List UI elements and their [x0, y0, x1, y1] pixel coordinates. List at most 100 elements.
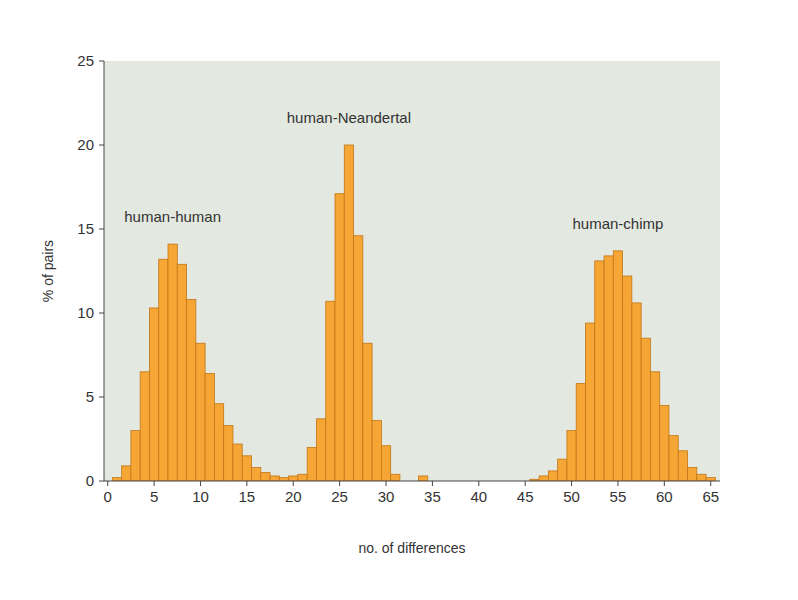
x-tick-label: 45 — [517, 488, 534, 505]
histogram-bar — [539, 476, 548, 481]
histogram-bar — [381, 446, 390, 481]
x-tick — [432, 481, 433, 486]
plot-area — [104, 61, 720, 481]
y-tick — [99, 481, 104, 482]
histogram-bar — [261, 473, 270, 481]
x-tick — [293, 481, 294, 486]
chart: human-human human-Neandertal human-chimp 0 5… — [0, 0, 798, 600]
y-tick-label: 20 — [77, 136, 94, 153]
histogram-bar — [391, 474, 400, 481]
series-label: human-chimp — [573, 215, 664, 232]
histogram-bar — [669, 436, 678, 481]
histogram-bar — [289, 476, 298, 481]
y-tick — [99, 229, 104, 230]
histogram-bar — [576, 384, 585, 481]
x-tick — [664, 481, 665, 486]
histogram-bar — [623, 276, 632, 481]
histogram-bar — [205, 373, 214, 481]
histogram-bar — [363, 343, 372, 481]
y-tick — [99, 61, 104, 62]
series-label: human-Neandertal — [287, 109, 411, 126]
x-tick-label: 50 — [563, 488, 580, 505]
x-tick-label: 65 — [702, 488, 719, 505]
y-tick — [99, 313, 104, 314]
histogram-bar — [548, 471, 557, 481]
histogram-bar — [242, 456, 251, 481]
histogram-bar — [650, 372, 659, 481]
x-tick — [617, 481, 618, 486]
y-axis-label: % of pairs — [40, 240, 56, 302]
x-axis-line — [104, 481, 720, 482]
histogram-bar — [354, 236, 363, 481]
x-tick — [200, 481, 201, 486]
histogram-bar — [641, 338, 650, 481]
series-label: human-human — [124, 208, 221, 225]
histogram-bar — [697, 474, 706, 481]
histogram-bar — [159, 259, 168, 481]
x-tick-label: 55 — [610, 488, 627, 505]
histogram-bar — [632, 303, 641, 481]
histogram-bar — [122, 466, 131, 481]
histogram-bar — [418, 476, 427, 481]
y-tick-label: 25 — [77, 52, 94, 69]
x-tick — [571, 481, 572, 486]
histogram-bar — [706, 478, 715, 481]
histogram-bar — [177, 264, 186, 481]
axes: 051015202530354045505560650510152025 — [77, 52, 720, 505]
histogram-bar — [595, 261, 604, 481]
x-tick-label: 30 — [378, 488, 395, 505]
y-tick — [99, 145, 104, 146]
bars — [112, 145, 715, 481]
histogram-bar — [279, 478, 288, 481]
histogram-bar — [140, 372, 149, 481]
y-tick-label: 0 — [86, 472, 94, 489]
x-tick — [107, 481, 108, 486]
histogram-bar — [270, 476, 279, 481]
histogram-bar — [112, 478, 121, 481]
x-tick — [386, 481, 387, 486]
histogram-bar — [660, 405, 669, 481]
histogram-bar — [604, 256, 613, 481]
histogram-bar — [224, 426, 233, 481]
x-tick-label: 0 — [104, 488, 112, 505]
histogram-bar — [233, 444, 242, 481]
y-tick-label: 10 — [77, 304, 94, 321]
histogram-bar — [567, 431, 576, 481]
histogram-bar — [149, 308, 158, 481]
y-tick-label: 15 — [77, 220, 94, 237]
histogram-bar — [688, 468, 697, 481]
y-tick — [99, 397, 104, 398]
x-tick-label: 40 — [470, 488, 487, 505]
x-tick-label: 60 — [656, 488, 673, 505]
x-tick-label: 20 — [285, 488, 302, 505]
x-tick-label: 10 — [192, 488, 209, 505]
histogram-bar — [196, 343, 205, 481]
histogram-bar — [214, 404, 223, 481]
histogram-bar — [335, 194, 344, 481]
histogram-bar — [168, 244, 177, 481]
histogram-bar — [678, 451, 687, 481]
histogram-bar — [558, 459, 567, 481]
x-tick-label: 5 — [150, 488, 158, 505]
histogram-bar — [307, 447, 316, 481]
x-tick-label: 25 — [331, 488, 348, 505]
y-tick-label: 5 — [86, 388, 94, 405]
x-axis-label: no. of differences — [358, 540, 465, 556]
histogram-bar — [131, 431, 140, 481]
x-tick-label: 15 — [239, 488, 256, 505]
y-axis-line — [104, 61, 105, 481]
x-tick — [525, 481, 526, 486]
series-labels: human-human human-Neandertal human-chimp — [124, 109, 663, 232]
histogram-bar — [613, 251, 622, 481]
x-tick — [246, 481, 247, 486]
x-tick — [154, 481, 155, 486]
histogram-bar — [298, 474, 307, 481]
x-tick — [710, 481, 711, 486]
histogram-bar — [187, 300, 196, 481]
histogram-bar — [316, 419, 325, 481]
histogram-bar — [372, 421, 381, 481]
histogram-bar — [326, 301, 335, 481]
x-tick — [339, 481, 340, 486]
histogram-bar — [252, 468, 261, 481]
histogram-bar — [344, 145, 353, 481]
